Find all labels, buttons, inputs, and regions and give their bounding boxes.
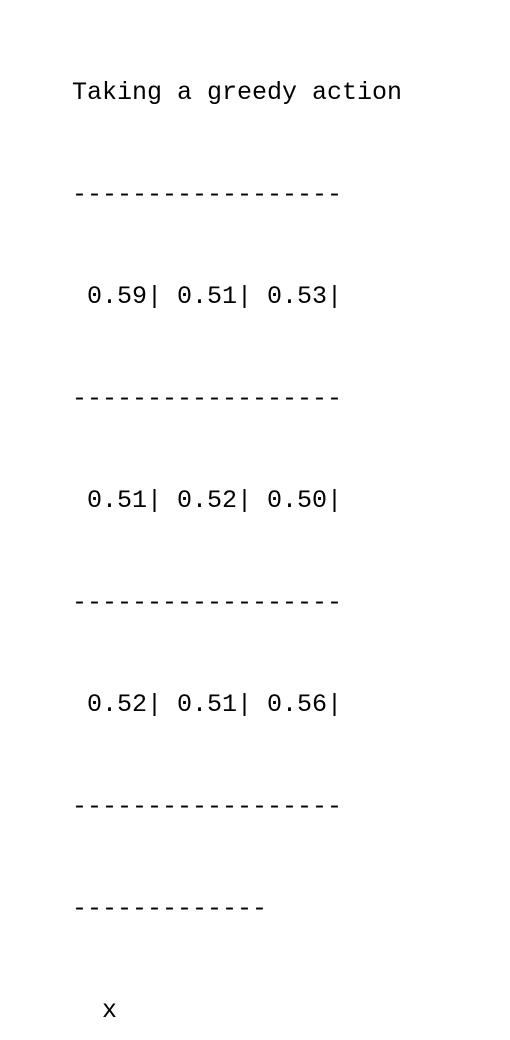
value-table-border: ------------------: [72, 384, 343, 413]
board-border-top: -------------: [72, 894, 268, 923]
value-table-border-bottom: ------------------: [72, 792, 343, 821]
value-table-row-2: 0.51| 0.52| 0.50|: [72, 486, 343, 515]
board-row-1: x: [72, 996, 118, 1025]
value-table-border-top: ------------------: [72, 180, 343, 209]
value-table-row-1: 0.59| 0.51| 0.53|: [72, 282, 343, 311]
output-title: Taking a greedy action: [72, 78, 403, 107]
terminal-output: Taking a greedy action -----------------…: [72, 8, 402, 1040]
value-table-border: ------------------: [72, 588, 343, 617]
value-table-row-3: 0.52| 0.51| 0.56|: [72, 690, 343, 719]
